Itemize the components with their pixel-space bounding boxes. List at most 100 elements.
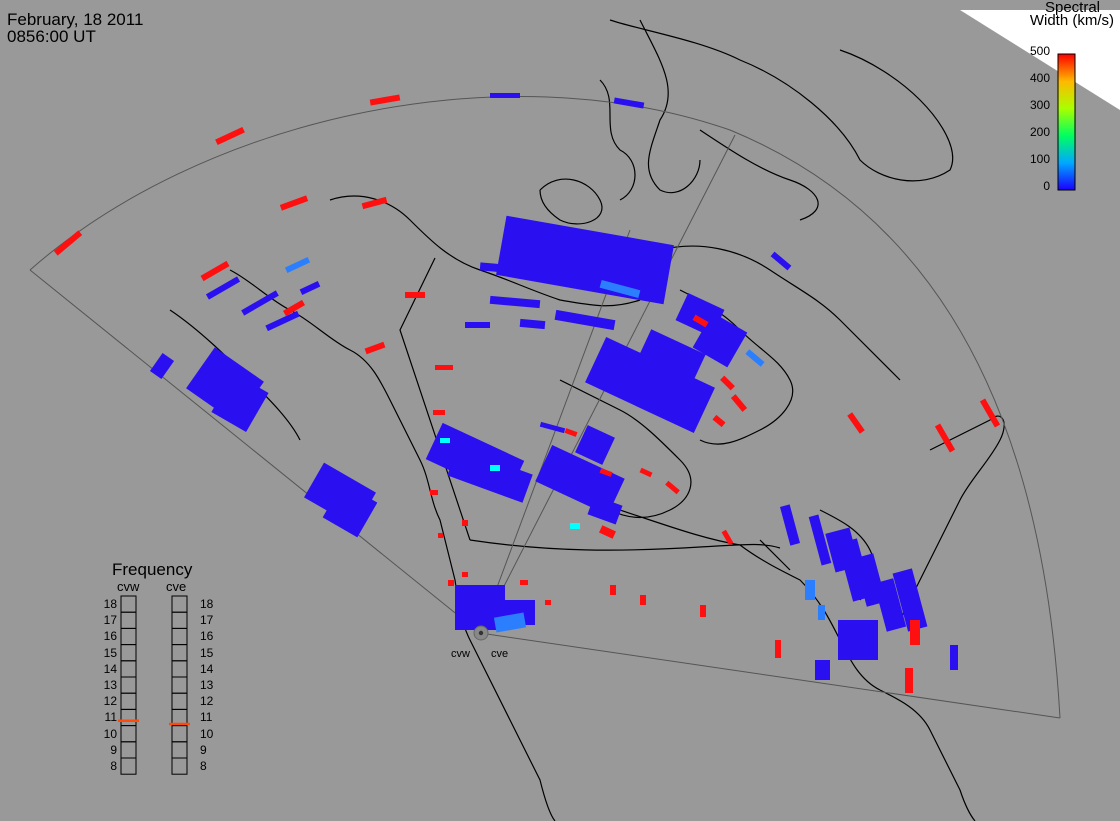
radar-echo-cell bbox=[599, 525, 616, 539]
radar-echo-cell bbox=[462, 572, 468, 577]
radar-echo-cell bbox=[847, 412, 865, 434]
radar-echo-cell bbox=[818, 605, 825, 620]
frequency-title: Frequency bbox=[112, 560, 193, 579]
radar-echo-cell bbox=[692, 314, 709, 328]
radar-echo-cell bbox=[430, 490, 438, 495]
radar-echo-cell bbox=[892, 568, 928, 632]
frequency-level-label: 11 bbox=[104, 710, 117, 725]
radar-echo-cell bbox=[149, 352, 175, 380]
radar-echo-cell bbox=[692, 312, 748, 368]
radar-echo-cell bbox=[564, 428, 578, 437]
colorbar-tick: 200 bbox=[1029, 125, 1050, 139]
colorbar-tick: 500 bbox=[1029, 44, 1050, 58]
frequency-level-label: 17 bbox=[103, 613, 117, 628]
radar-echo-cell bbox=[815, 660, 830, 680]
frequency-level-label: 12 bbox=[103, 694, 117, 709]
radar-echo-cell bbox=[613, 97, 645, 109]
radar-echo-cell bbox=[575, 425, 615, 465]
radar-echoes bbox=[53, 93, 1001, 693]
radar-echo-cell bbox=[599, 279, 641, 299]
radar-echo-cell bbox=[979, 398, 1001, 428]
frequency-level-label: 16 bbox=[103, 629, 117, 644]
radar-echo-cell bbox=[634, 329, 706, 391]
date-label: February, 18 2011 bbox=[7, 10, 144, 29]
radar-echo-cell bbox=[934, 423, 956, 453]
radar-echo-cell bbox=[873, 578, 907, 632]
radar-echo-cell bbox=[211, 373, 269, 432]
radar-echo-cell bbox=[539, 421, 566, 434]
radar-echo-cell bbox=[490, 93, 520, 98]
frequency-radar-label: cvw bbox=[117, 579, 140, 594]
station-label: cvw bbox=[451, 648, 470, 660]
radar-echo-cell bbox=[910, 620, 920, 645]
frequency-panel bbox=[118, 595, 190, 775]
radar-echo-cell bbox=[322, 482, 378, 538]
frequency-level-label: 10 bbox=[200, 726, 214, 741]
radar-echo-cell bbox=[587, 495, 623, 525]
radar-echo-cell bbox=[279, 195, 309, 211]
radar-echo-cell bbox=[361, 196, 388, 210]
frequency-level-label: 13 bbox=[103, 678, 117, 692]
radar-echo-cell bbox=[440, 438, 450, 443]
radar-echo-cell bbox=[438, 533, 443, 538]
colorbar-tick: 0 bbox=[1043, 179, 1050, 193]
radar-echo-cell bbox=[639, 467, 653, 478]
colorbar-title-line1: Spectral bbox=[1044, 0, 1100, 16]
frequency-level-label: 15 bbox=[103, 645, 117, 660]
radar-echo-cell bbox=[570, 523, 580, 529]
frequency-level-label: 14 bbox=[103, 661, 117, 676]
radar-echo-cell bbox=[520, 580, 528, 585]
frequency-cell bbox=[120, 757, 137, 775]
radar-echo-cell bbox=[282, 299, 306, 317]
frequency-level-label: 11 bbox=[200, 710, 213, 725]
frequency-level-label: 17 bbox=[200, 613, 214, 628]
radar-echo-cell bbox=[950, 645, 958, 670]
radar-echo-cell bbox=[493, 612, 527, 633]
radar-echo-cell bbox=[405, 292, 425, 298]
frequency-level-label: 8 bbox=[110, 759, 117, 773]
radar-echo-cell bbox=[433, 410, 445, 415]
radar-echo-cell bbox=[284, 256, 311, 274]
radar-echo-cell bbox=[730, 394, 748, 412]
frequency-level-label: 13 bbox=[200, 678, 214, 692]
radar-echo-cell bbox=[265, 310, 300, 332]
frequency-radar-label: cve bbox=[166, 579, 187, 594]
frequency-level-label: 9 bbox=[110, 742, 117, 757]
radar-echo-cell bbox=[775, 640, 781, 658]
radar-echo-cell bbox=[435, 365, 453, 370]
frequency-level-label: 12 bbox=[200, 694, 214, 709]
colorbar-gradient bbox=[1057, 53, 1076, 191]
radar-echo-cell bbox=[535, 444, 625, 516]
radar-echo-cell bbox=[745, 349, 765, 367]
radar-echo-cell bbox=[53, 230, 83, 256]
colorbar bbox=[1057, 53, 1076, 191]
frequency-level-label: 15 bbox=[200, 645, 214, 660]
frequency-level-label: 8 bbox=[200, 759, 207, 773]
radar-echo-cell bbox=[640, 595, 646, 605]
radar-echo-cell bbox=[299, 281, 321, 295]
frequency-level-label: 9 bbox=[200, 742, 207, 757]
colorbar-tick: 100 bbox=[1029, 152, 1050, 166]
radar-echo-cell bbox=[554, 309, 616, 331]
radar-echo-cell bbox=[808, 514, 832, 566]
radar-echo-cell bbox=[838, 620, 878, 660]
radar-echo-cell bbox=[479, 262, 541, 276]
frequency-level-label: 18 bbox=[103, 597, 117, 611]
radar-echo-cell bbox=[712, 414, 726, 428]
radar-echo-cell bbox=[364, 341, 386, 355]
radar-echo-cell bbox=[721, 529, 734, 546]
station-label: cve bbox=[491, 648, 509, 660]
radar-echo-cell bbox=[215, 126, 245, 146]
frequency-cell bbox=[171, 757, 188, 775]
map-corner-white bbox=[960, 10, 1120, 110]
radar-echo-cell bbox=[545, 600, 551, 605]
frequency-level-label: 18 bbox=[200, 597, 214, 611]
time-label: 0856:00 UT bbox=[7, 27, 96, 46]
radar-echo-cell bbox=[241, 290, 279, 316]
radar-echo-cell bbox=[462, 520, 468, 526]
radar-echo-cell bbox=[447, 447, 533, 503]
frequency-level-label: 14 bbox=[200, 661, 214, 676]
colorbar-title-line2: Width (km/s) bbox=[1029, 12, 1114, 29]
frequency-level-label: 10 bbox=[103, 726, 117, 741]
